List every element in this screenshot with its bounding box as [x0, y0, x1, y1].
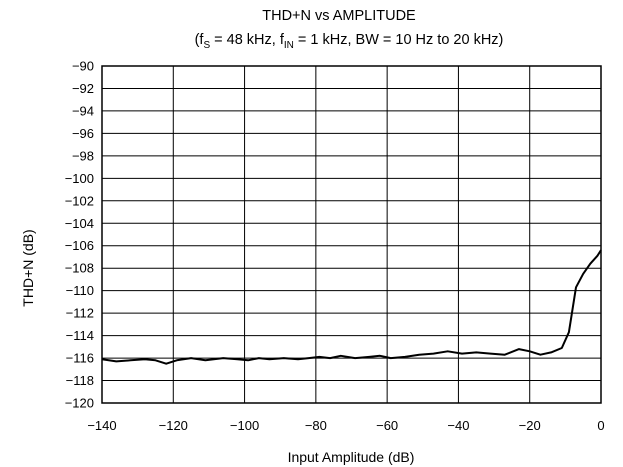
x-tick-label: −40 [447, 418, 469, 433]
x-tick-label: −80 [305, 418, 327, 433]
x-axis-label: Input Amplitude (dB) [288, 449, 415, 465]
grid-lines [102, 66, 601, 403]
chart-subtitle: (fS = 48 kHz, fIN = 1 kHz, BW = 10 Hz to… [195, 32, 504, 51]
y-tick-label: −92 [72, 81, 94, 96]
series-layer [101, 249, 602, 365]
x-axis-ticks: −140 −120 −100 −80 −60 −40 −20 0 [87, 418, 604, 433]
series-line-0 [101, 249, 602, 365]
y-tick-label: −110 [66, 283, 94, 298]
y-tick-label: −112 [66, 306, 94, 321]
y-tick-label: −96 [72, 126, 94, 141]
y-tick-label: −102 [65, 193, 94, 208]
y-axis-ticks: −90 −92 −94 −96 −98 −100 −102 −104 −106 −108 −110 −… [65, 59, 94, 411]
y-tick-label: −104 [65, 216, 94, 231]
y-tick-label: −114 [66, 328, 94, 343]
y-tick-label: −98 [72, 148, 94, 163]
y-tick-label: −94 [72, 103, 94, 118]
y-tick-label: −118 [66, 373, 94, 388]
y-tick-label: −106 [65, 238, 94, 253]
x-tick-label: −20 [519, 418, 541, 433]
x-tick-label: −100 [230, 418, 259, 433]
x-tick-label: −140 [87, 418, 116, 433]
chart-title: THD+N vs AMPLITUDE [262, 8, 416, 24]
x-tick-label: −120 [159, 418, 188, 433]
x-tick-label: −60 [376, 418, 398, 433]
y-tick-label: −108 [65, 261, 94, 276]
y-tick-label: −100 [65, 171, 94, 186]
plot-area-frame [101, 65, 602, 404]
x-tick-label: 0 [597, 418, 604, 433]
y-tick-label: −116 [66, 351, 94, 366]
y-tick-label: −90 [72, 59, 94, 74]
y-tick-label: −120 [65, 396, 94, 411]
y-axis-label: THD+N (dB) [20, 229, 36, 306]
